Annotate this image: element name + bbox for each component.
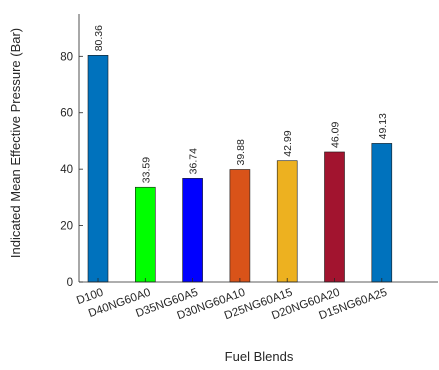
y-tick-label-60: 60 bbox=[60, 108, 73, 120]
data-label-d35ng60a5: 36.74 bbox=[188, 148, 200, 174]
bars-group bbox=[87, 55, 393, 283]
bar-d35ng60a5 bbox=[182, 178, 203, 283]
data-label-d40ng60a0: 33.59 bbox=[140, 157, 152, 183]
y-axis-title: Indicated Mean Effective Pressure (Bar) bbox=[8, 28, 23, 258]
x-axis-title: Fuel Blends bbox=[225, 349, 294, 364]
bar-d30ng60a10 bbox=[229, 169, 251, 283]
data-label-d20ng60a20: 46.09 bbox=[330, 122, 342, 148]
data-label-d30ng60a10: 39.88 bbox=[235, 139, 247, 165]
data-label-d25ng60a15: 42.99 bbox=[282, 130, 294, 156]
bar-d20ng60a20 bbox=[324, 151, 345, 283]
bar-d25ng60a15 bbox=[276, 160, 298, 283]
data-label-d100: 80.36 bbox=[93, 25, 105, 51]
bar-d15ng60a25 bbox=[371, 143, 393, 283]
data-labels-group: 80.36 33.59 36.74 39.88 42.99 46.09 49.13 bbox=[93, 25, 389, 183]
y-tick-label-40: 40 bbox=[60, 164, 73, 176]
y-tick-label-20: 20 bbox=[60, 221, 73, 233]
data-label-d15ng60a25: 49.13 bbox=[377, 113, 389, 139]
y-axis: 0 20 40 60 80 bbox=[60, 14, 83, 289]
bar-d40ng60a0 bbox=[135, 186, 156, 283]
y-tick-label-80: 80 bbox=[60, 51, 73, 63]
bar-d100 bbox=[87, 55, 109, 283]
y-tick-label-0: 0 bbox=[67, 277, 73, 289]
